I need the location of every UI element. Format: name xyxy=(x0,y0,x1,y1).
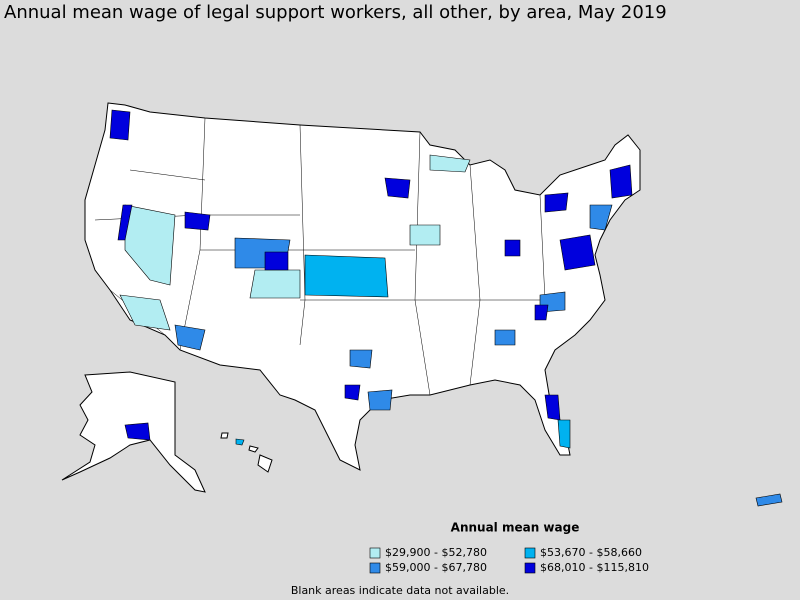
area xyxy=(117,204,133,241)
map-title: Annual mean wage of legal support worker… xyxy=(4,2,667,23)
legend-swatch xyxy=(524,547,536,559)
legend-label: $29,900 - $52,780 xyxy=(385,546,487,559)
area xyxy=(609,164,633,199)
area xyxy=(409,224,441,246)
hawaii xyxy=(220,432,273,473)
area xyxy=(174,324,206,351)
area xyxy=(109,109,131,141)
area xyxy=(264,251,289,271)
legend: Annual mean wage $29,900 - $52,780 $59,00… xyxy=(369,521,649,574)
area xyxy=(344,384,361,401)
area xyxy=(559,234,596,271)
area xyxy=(429,154,471,173)
area xyxy=(384,177,411,199)
legend-label: $53,670 - $58,660 xyxy=(540,546,642,559)
area xyxy=(367,389,393,411)
areas xyxy=(109,109,633,449)
area xyxy=(544,192,569,213)
footnote: Blank areas indicate data not available. xyxy=(291,584,509,597)
area xyxy=(557,419,571,449)
legend-swatch xyxy=(369,562,381,574)
area xyxy=(589,204,613,231)
area xyxy=(494,329,516,346)
legend-title: Annual mean wage xyxy=(451,521,580,535)
legend-swatch xyxy=(524,562,536,574)
area xyxy=(304,254,389,298)
legend-swatch xyxy=(369,547,381,559)
area xyxy=(504,239,521,257)
legend-label: $68,010 - $115,810 xyxy=(540,561,649,574)
area xyxy=(124,204,176,286)
area xyxy=(249,269,301,299)
area xyxy=(534,304,549,321)
map xyxy=(61,102,783,507)
area xyxy=(119,294,171,331)
area xyxy=(124,422,151,441)
area xyxy=(349,349,373,369)
area xyxy=(184,211,211,231)
legend-label: $59,000 - $67,780 xyxy=(385,561,487,574)
puerto-rico xyxy=(755,493,783,507)
